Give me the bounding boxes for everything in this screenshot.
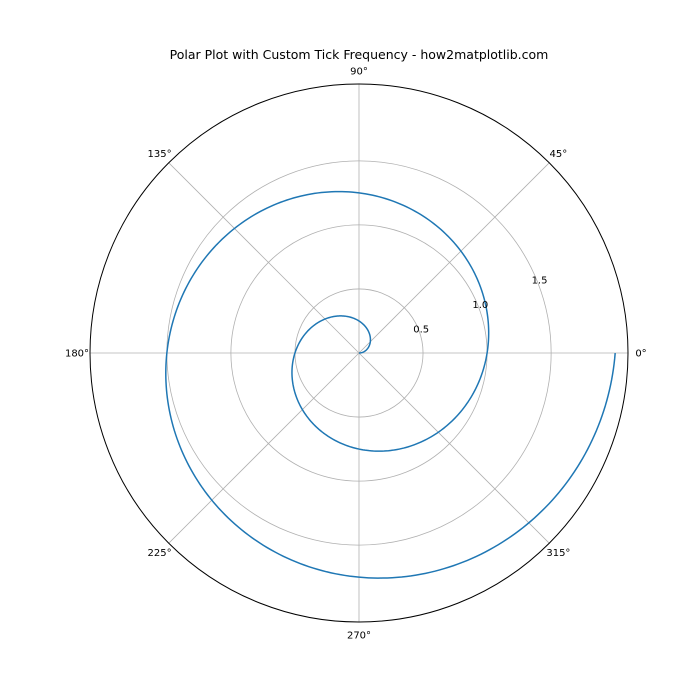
theta-tick-label: 90° [350,67,368,78]
series-layer [165,190,616,579]
r-tick-label: 0.5 [413,324,429,335]
polar-spine [89,83,629,623]
spiral-series-line [165,190,616,579]
theta-tick-label: 270° [347,631,371,642]
theta-tick-label: 45° [550,149,568,160]
r-tick-label: 1.5 [532,275,548,286]
theta-tick-label: 135° [148,149,172,160]
angular-gridline [358,162,550,354]
theta-tick-label: 225° [148,548,172,559]
polar-grid [89,83,629,623]
angular-gridline [358,352,550,544]
chart-title: Polar Plot with Custom Tick Frequency - … [170,47,549,62]
r-tick-label: 1.0 [472,300,488,311]
theta-tick-label: 315° [546,548,570,559]
angular-gridline [168,162,360,354]
theta-tick-label: 0° [635,349,646,360]
theta-tick-label: 180° [65,349,89,360]
angular-gridline [168,352,360,544]
tick-labels: 0° 45° 90° 135° 180° 225° 270° 315° 0.5 1.0 1.5 [65,67,647,642]
